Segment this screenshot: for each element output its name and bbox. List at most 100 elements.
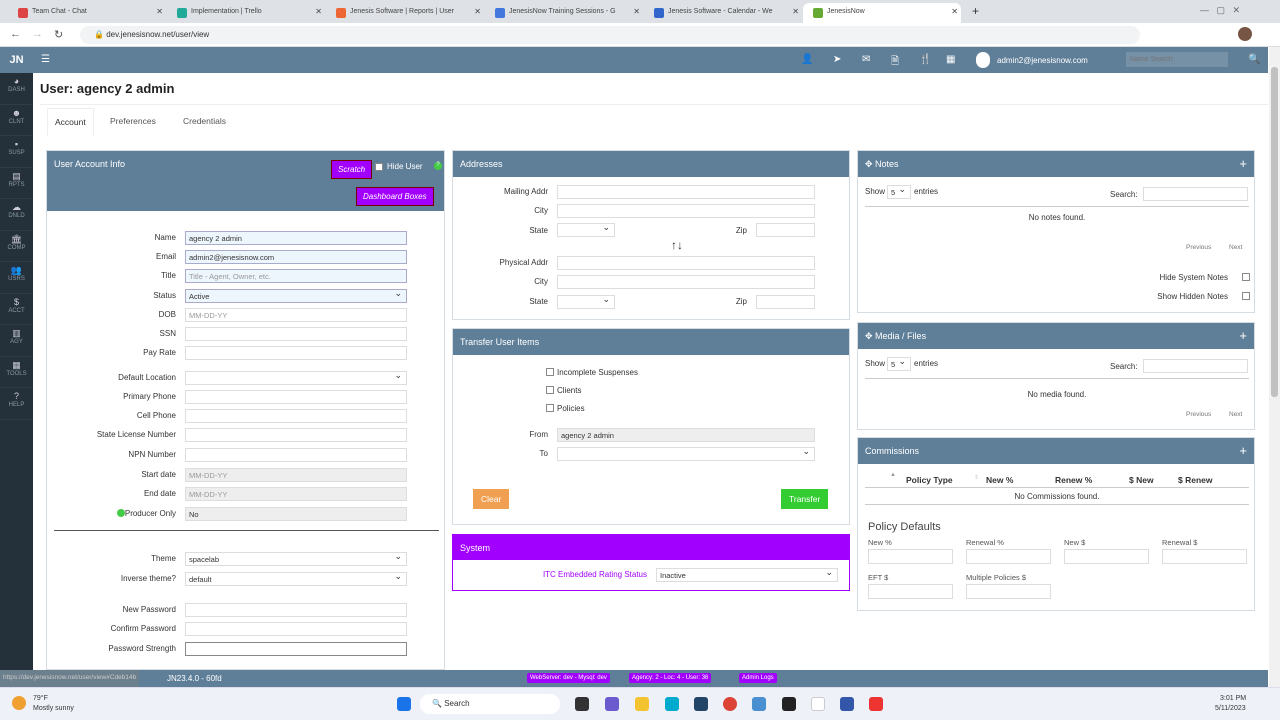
search-icon[interactable]: 🔍	[1248, 54, 1261, 65]
state-license-input[interactable]	[185, 428, 407, 442]
to-select[interactable]	[557, 446, 815, 461]
app-logo[interactable]: JN	[0, 47, 33, 73]
add-commission-icon[interactable]: +	[1239, 443, 1247, 458]
sort-icon[interactable]: ⇕	[974, 475, 980, 481]
entries-select[interactable]: 5	[887, 184, 911, 199]
default-input[interactable]	[1064, 549, 1149, 564]
physical-city-input[interactable]	[557, 275, 815, 289]
utensils-icon[interactable]: 🍴	[919, 54, 932, 65]
browser-tab[interactable]: JenesisNow ✕	[803, 3, 961, 23]
clock-date[interactable]: 5/11/2023	[1215, 705, 1246, 712]
clock-time[interactable]: 3:01 PM	[1220, 695, 1247, 702]
mailing-zip-input[interactable]	[756, 223, 815, 237]
sidebar-item-tools[interactable]: ▦ TOOLS	[0, 357, 33, 388]
document-icon[interactable]: 🗎	[891, 56, 900, 67]
browser-tab[interactable]: Jenesis Software | Reports | User ✕	[326, 3, 484, 23]
app-icon[interactable]	[575, 697, 589, 711]
move-icon[interactable]: ✥	[865, 159, 876, 169]
show-hidden-notes-checkbox[interactable]	[1242, 292, 1250, 300]
admin-logs-button[interactable]: Admin Logs	[739, 673, 777, 683]
taskbar-search[interactable]: 🔍 Search	[420, 694, 560, 714]
previous-button[interactable]: Previous	[1186, 411, 1212, 418]
npn-input[interactable]	[185, 448, 407, 462]
calendar-icon[interactable]: ▦	[946, 54, 956, 65]
default-input[interactable]	[1162, 549, 1247, 564]
add-media-icon[interactable]: +	[1239, 328, 1247, 343]
physical-state-select[interactable]	[557, 294, 615, 309]
tab-preferences[interactable]: Preferences	[110, 116, 156, 126]
help-icon[interactable]	[117, 509, 125, 517]
transfer-option-checkbox[interactable]	[546, 368, 554, 376]
close-tab-icon[interactable]: ✕	[474, 7, 481, 16]
end-date-input[interactable]: MM-DD-YY	[185, 487, 407, 501]
hide-system-notes-checkbox[interactable]	[1242, 273, 1250, 281]
google-icon[interactable]	[811, 697, 825, 711]
screencast-icon[interactable]	[869, 697, 883, 711]
mail-icon[interactable]: ✉	[862, 54, 871, 65]
column-header[interactable]: Renew %	[1055, 475, 1093, 485]
hide-user-checkbox[interactable]	[375, 163, 383, 171]
sidebar-item-usrs[interactable]: 👥 USRS	[0, 262, 33, 294]
close-tab-icon[interactable]: ✕	[156, 7, 163, 16]
dob-input[interactable]: MM-DD-YY	[185, 308, 407, 322]
browser-tab[interactable]: Team Chat - Chat ✕	[8, 3, 166, 23]
media-search-input[interactable]	[1143, 359, 1248, 373]
ssn-input[interactable]	[185, 327, 407, 341]
transfer-option-checkbox[interactable]	[546, 386, 554, 394]
user-avatar[interactable]	[976, 52, 990, 68]
app-icon[interactable]	[840, 697, 854, 711]
sidebar-item-dnld[interactable]: ☁ DNLD	[0, 199, 33, 231]
producer-only-input[interactable]: No	[185, 507, 407, 521]
sidebar-item-agy[interactable]: ▥ AGY	[0, 325, 33, 357]
close-tab-icon[interactable]: ✕	[315, 7, 322, 16]
dashboard-boxes-button[interactable]: Dashboard Boxes	[356, 187, 434, 206]
sidebar-item-help[interactable]: ? HELP	[0, 388, 33, 420]
start-icon[interactable]	[397, 697, 411, 711]
teams-icon[interactable]	[605, 697, 619, 711]
tab-credentials[interactable]: Credentials	[183, 116, 226, 126]
sort-icon[interactable]: ▲	[890, 472, 896, 478]
app-icon[interactable]	[782, 697, 796, 711]
default-input[interactable]	[868, 549, 953, 564]
scratch-button[interactable]: Scratch	[331, 160, 373, 179]
sidebar-item-comp[interactable]: 🏛 COMP	[0, 231, 33, 262]
default-input[interactable]	[966, 549, 1051, 564]
default-input[interactable]	[868, 584, 953, 599]
explorer-icon[interactable]	[635, 697, 649, 711]
browser-tab[interactable]: Implementation | Trello ✕	[167, 3, 325, 23]
send-icon[interactable]: ➤	[833, 54, 842, 65]
title-input[interactable]: Title - Agent, Owner, etc.	[185, 269, 407, 283]
mailing-city-input[interactable]	[557, 204, 815, 218]
column-header[interactable]: Policy Type	[906, 475, 953, 485]
sidebar-item-susp[interactable]: ▪ SUSP	[0, 136, 33, 168]
close-tab-icon[interactable]: ✕	[792, 7, 799, 16]
mailing-state-select[interactable]	[557, 222, 615, 237]
email-input[interactable]: admin2@jenesisnow.com	[185, 250, 407, 264]
itc-status-select[interactable]: Inactive	[656, 567, 838, 582]
column-header[interactable]: New %	[986, 475, 1014, 485]
transfer-button[interactable]: Transfer	[781, 489, 829, 509]
entries-select[interactable]: 5	[887, 356, 911, 371]
url-input[interactable]: 🔒 dev.jenesisnow.net/user/view	[80, 26, 1140, 44]
previous-button[interactable]: Previous	[1186, 244, 1212, 251]
mailing-addr-input[interactable]	[557, 185, 815, 199]
column-header[interactable]: $ New	[1129, 475, 1154, 485]
next-button[interactable]: Next	[1229, 244, 1243, 251]
profile-avatar[interactable]	[1238, 27, 1252, 41]
hamburger-menu-icon[interactable]: ☰	[41, 54, 50, 65]
scrollbar-thumb[interactable]	[1271, 67, 1278, 397]
sidebar-item-rpts[interactable]: ▤ RPTS	[0, 168, 33, 199]
notes-search-input[interactable]	[1143, 187, 1248, 201]
move-icon[interactable]: ✥	[865, 331, 876, 341]
close-tab-icon[interactable]: ✕	[951, 7, 958, 16]
forward-icon[interactable]: →	[32, 28, 43, 40]
chrome-icon[interactable]	[723, 697, 737, 711]
reload-icon[interactable]: ↻	[54, 29, 64, 41]
page-scrollbar[interactable]	[1269, 47, 1280, 687]
start-date-input[interactable]: MM-DD-YY	[185, 468, 407, 482]
swap-address-arrows-icon[interactable]: ↑↓	[671, 238, 683, 252]
name-search-input[interactable]	[1126, 52, 1228, 67]
sidebar-item-dash[interactable]: ◕ DASH	[0, 73, 33, 105]
default-input[interactable]	[966, 584, 1051, 599]
name-input[interactable]: agency 2 admin	[185, 231, 407, 245]
